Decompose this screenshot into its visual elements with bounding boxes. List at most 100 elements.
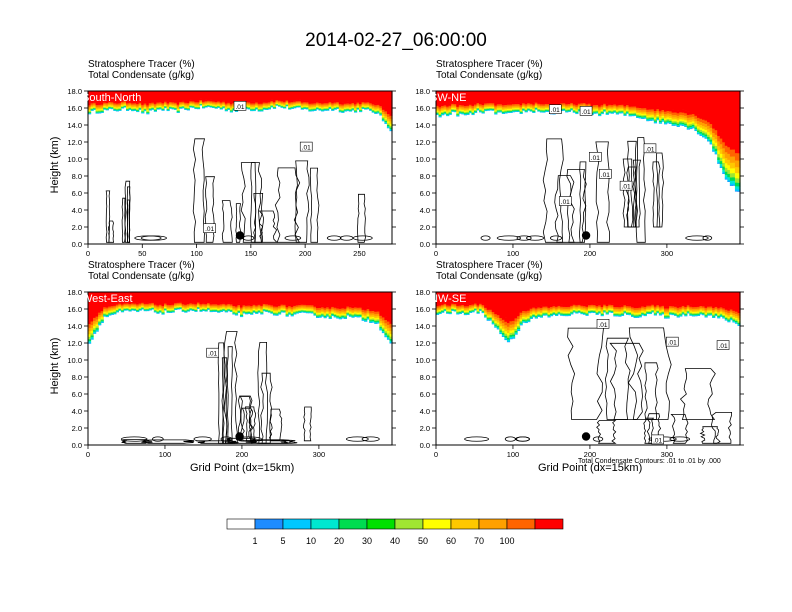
tracer-cell bbox=[310, 101, 315, 104]
tracer-cell bbox=[88, 103, 92, 106]
tracer-cell bbox=[204, 309, 208, 311]
tracer-cell bbox=[179, 304, 183, 307]
y-tick-label: 0.0 bbox=[72, 441, 82, 450]
tracer-cell bbox=[148, 304, 152, 306]
tracer-cell bbox=[227, 302, 231, 304]
tracer-cell bbox=[361, 91, 365, 101]
tracer-cell bbox=[527, 316, 531, 319]
tracer-cell bbox=[224, 91, 228, 103]
tracer-cell bbox=[496, 105, 500, 108]
tracer-cell bbox=[245, 104, 249, 106]
tracer-cell bbox=[141, 112, 145, 114]
tracer-cell bbox=[456, 310, 460, 312]
tracer-cell bbox=[321, 108, 325, 110]
tracer-cell bbox=[161, 313, 165, 315]
tracer-cell bbox=[338, 318, 342, 320]
tracer-cell bbox=[501, 322, 505, 327]
tracer-cell bbox=[194, 307, 198, 310]
tracer-cell bbox=[250, 305, 254, 308]
tracer-cell bbox=[468, 106, 473, 108]
tracer-cell bbox=[123, 305, 127, 308]
tracer-cell bbox=[646, 109, 650, 112]
tracer-cell bbox=[313, 91, 317, 102]
tracer-cell bbox=[176, 307, 180, 309]
tracer-cell bbox=[209, 103, 213, 105]
tracer-cell bbox=[712, 140, 716, 144]
tracer-cell bbox=[224, 103, 228, 106]
tracer-cell bbox=[308, 104, 312, 107]
condensate-contour bbox=[284, 235, 302, 241]
tracer-cell bbox=[605, 110, 609, 112]
tracer-cell bbox=[310, 309, 315, 311]
tracer-cell bbox=[255, 91, 259, 102]
tracer-cell bbox=[364, 105, 368, 108]
tracer-cell bbox=[446, 310, 450, 312]
tracer-cell bbox=[562, 314, 566, 316]
tracer-cell bbox=[341, 317, 345, 319]
tracer-cell bbox=[471, 111, 475, 113]
tracer-cell bbox=[707, 125, 711, 130]
tracer-cell bbox=[514, 110, 518, 112]
tracer-cell bbox=[588, 101, 592, 104]
tracer-cell bbox=[95, 110, 99, 112]
tracer-cell bbox=[529, 106, 533, 108]
tracer-cell bbox=[479, 110, 483, 112]
tracer-cell bbox=[118, 105, 122, 108]
tracer-cell bbox=[696, 114, 701, 118]
tracer-cell bbox=[570, 108, 574, 110]
tracer-cell bbox=[577, 91, 581, 103]
tracer-cell bbox=[105, 105, 109, 107]
tracer-cell bbox=[321, 104, 325, 107]
tracer-cell bbox=[466, 314, 470, 315]
tracer-cell bbox=[664, 119, 668, 122]
y-tick-label: 10.0 bbox=[67, 356, 82, 365]
condensate-contour bbox=[542, 138, 564, 243]
tracer-cell bbox=[283, 304, 287, 307]
tracer-cell bbox=[252, 91, 256, 102]
tracer-cell bbox=[451, 303, 455, 306]
tracer-cell bbox=[555, 306, 559, 309]
tracer-cell bbox=[348, 308, 353, 311]
tracer-cell bbox=[214, 310, 218, 312]
tracer-cell bbox=[481, 312, 485, 313]
tracer-cell bbox=[207, 104, 211, 106]
tracer-cell bbox=[338, 313, 342, 316]
tracer-cell bbox=[381, 320, 385, 324]
tracer-cell bbox=[214, 106, 218, 108]
tracer-cell bbox=[689, 123, 693, 126]
tracer-cell bbox=[257, 310, 261, 312]
tracer-cell bbox=[371, 312, 375, 316]
tracer-cell bbox=[98, 112, 102, 114]
tracer-cell bbox=[615, 312, 619, 315]
tracer-cell bbox=[555, 314, 559, 316]
tracer-cell bbox=[519, 104, 523, 107]
tracer-cell bbox=[234, 312, 239, 314]
tracer-cell bbox=[615, 112, 619, 114]
tracer-cell bbox=[658, 91, 663, 109]
tracer-cell bbox=[542, 314, 546, 316]
tracer-cell bbox=[550, 311, 554, 313]
tracer-cell bbox=[560, 107, 564, 109]
contour-label-text: .01 bbox=[235, 104, 244, 111]
tracer-cell bbox=[293, 311, 297, 313]
tracer-cell bbox=[496, 292, 500, 313]
tracer-cell bbox=[179, 105, 183, 107]
tracer-cell bbox=[514, 292, 518, 316]
tracer-cell bbox=[105, 292, 109, 306]
tracer-cell bbox=[245, 313, 249, 315]
tracer-cell bbox=[727, 159, 731, 166]
tracer-cell bbox=[174, 308, 178, 310]
tracer-cell bbox=[605, 313, 609, 315]
tracer-cell bbox=[156, 309, 160, 311]
tracer-cell bbox=[544, 106, 549, 109]
tracer-cell bbox=[275, 304, 279, 307]
tracer-cell bbox=[603, 302, 607, 305]
tracer-cell bbox=[562, 313, 566, 315]
tracer-cell bbox=[313, 309, 317, 312]
tracer-cell bbox=[338, 91, 342, 103]
tracer-cell bbox=[141, 305, 145, 308]
tracer-cell bbox=[308, 306, 312, 309]
tracer-cell bbox=[527, 319, 531, 321]
tracer-cell bbox=[661, 117, 665, 120]
tracer-cell bbox=[166, 108, 170, 111]
